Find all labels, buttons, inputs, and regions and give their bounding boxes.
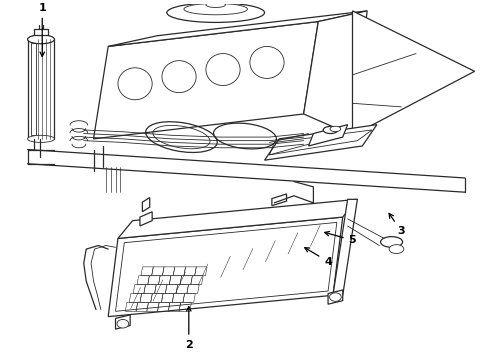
Polygon shape <box>118 199 357 238</box>
Text: 5: 5 <box>325 231 356 245</box>
Ellipse shape <box>118 68 152 100</box>
Polygon shape <box>31 43 36 135</box>
Polygon shape <box>27 39 54 139</box>
Ellipse shape <box>330 126 341 132</box>
Ellipse shape <box>184 3 247 15</box>
Text: 4: 4 <box>305 248 332 266</box>
Polygon shape <box>108 217 343 317</box>
Ellipse shape <box>250 46 284 78</box>
Ellipse shape <box>323 126 338 134</box>
Polygon shape <box>108 11 367 46</box>
Circle shape <box>330 293 341 301</box>
Text: 1: 1 <box>38 3 46 57</box>
Polygon shape <box>272 194 287 206</box>
Polygon shape <box>328 290 343 304</box>
Polygon shape <box>34 29 48 35</box>
Polygon shape <box>309 125 347 146</box>
Ellipse shape <box>162 60 196 93</box>
Ellipse shape <box>27 135 54 143</box>
Text: 3: 3 <box>389 213 405 236</box>
Ellipse shape <box>389 245 404 253</box>
Polygon shape <box>143 198 150 212</box>
Circle shape <box>117 319 129 328</box>
Polygon shape <box>116 315 130 329</box>
Polygon shape <box>352 11 475 135</box>
Polygon shape <box>333 199 357 295</box>
Polygon shape <box>140 212 152 226</box>
Polygon shape <box>304 11 367 135</box>
Polygon shape <box>265 125 377 160</box>
Ellipse shape <box>206 2 225 8</box>
Ellipse shape <box>206 54 240 86</box>
Ellipse shape <box>381 237 403 247</box>
Ellipse shape <box>27 35 54 44</box>
Polygon shape <box>94 22 318 139</box>
Ellipse shape <box>167 3 265 22</box>
Text: 2: 2 <box>185 307 193 350</box>
